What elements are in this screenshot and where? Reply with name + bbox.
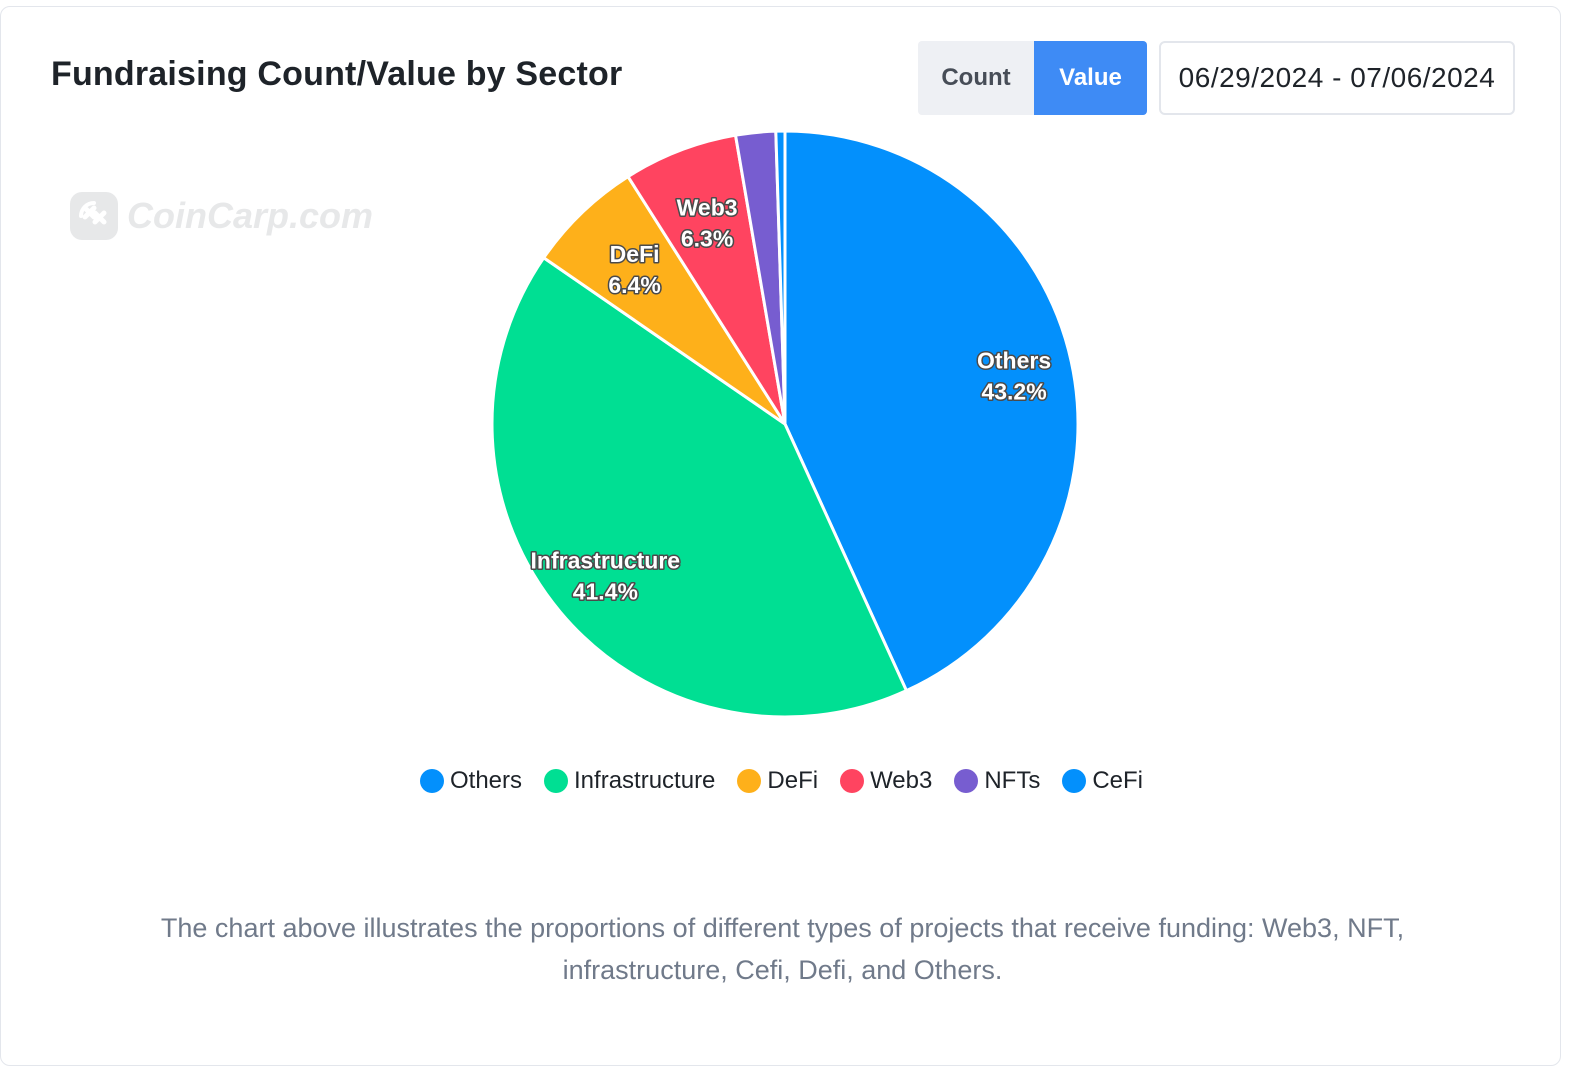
legend-marker [954,769,979,793]
legend-marker [544,769,569,793]
count-value-toggle: Count Value [918,41,1147,115]
count-toggle-button[interactable]: Count [918,41,1034,115]
legend-label: DeFi [767,767,819,794]
legend-marker [840,769,865,793]
legend-label: Web3 [870,767,933,794]
legend-item-nfts[interactable]: NFTs [954,767,1040,795]
legend-item-infrastructure[interactable]: Infrastructure [544,767,715,795]
legend-item-defi[interactable]: DeFi [737,767,818,795]
legend-item-web3[interactable]: Web3 [840,767,932,795]
value-toggle-button[interactable]: Value [1034,41,1147,115]
legend-label: NFTs [984,767,1041,794]
legend-label: Others [449,767,523,794]
legend-marker [1062,769,1087,793]
legend-marker [419,769,444,793]
chart-title: Fundraising Count/Value by Sector [51,55,623,93]
legend-item-others[interactable]: Others [419,767,523,795]
chart-card: Fundraising Count/Value by Sector Count … [0,6,1561,1066]
legend-label: CeFi [1092,767,1144,794]
legend-item-cefi[interactable]: CeFi [1062,767,1143,795]
watermark-text: CoinCarp.com [127,195,374,236]
legend-marker [737,769,762,793]
legend-label: Infrastructure [574,767,716,794]
date-range-picker[interactable]: 06/29/2024 - 07/06/2024 [1159,41,1515,115]
chart-caption: The chart above illustrates the proporti… [160,913,1405,985]
chart-legend: Others Infrastructure DeFi Web3 NFTs CeFi [1,767,1562,795]
coincarp-logo-icon [70,192,118,240]
coincarp-watermark: CoinCarp.com [69,191,373,241]
